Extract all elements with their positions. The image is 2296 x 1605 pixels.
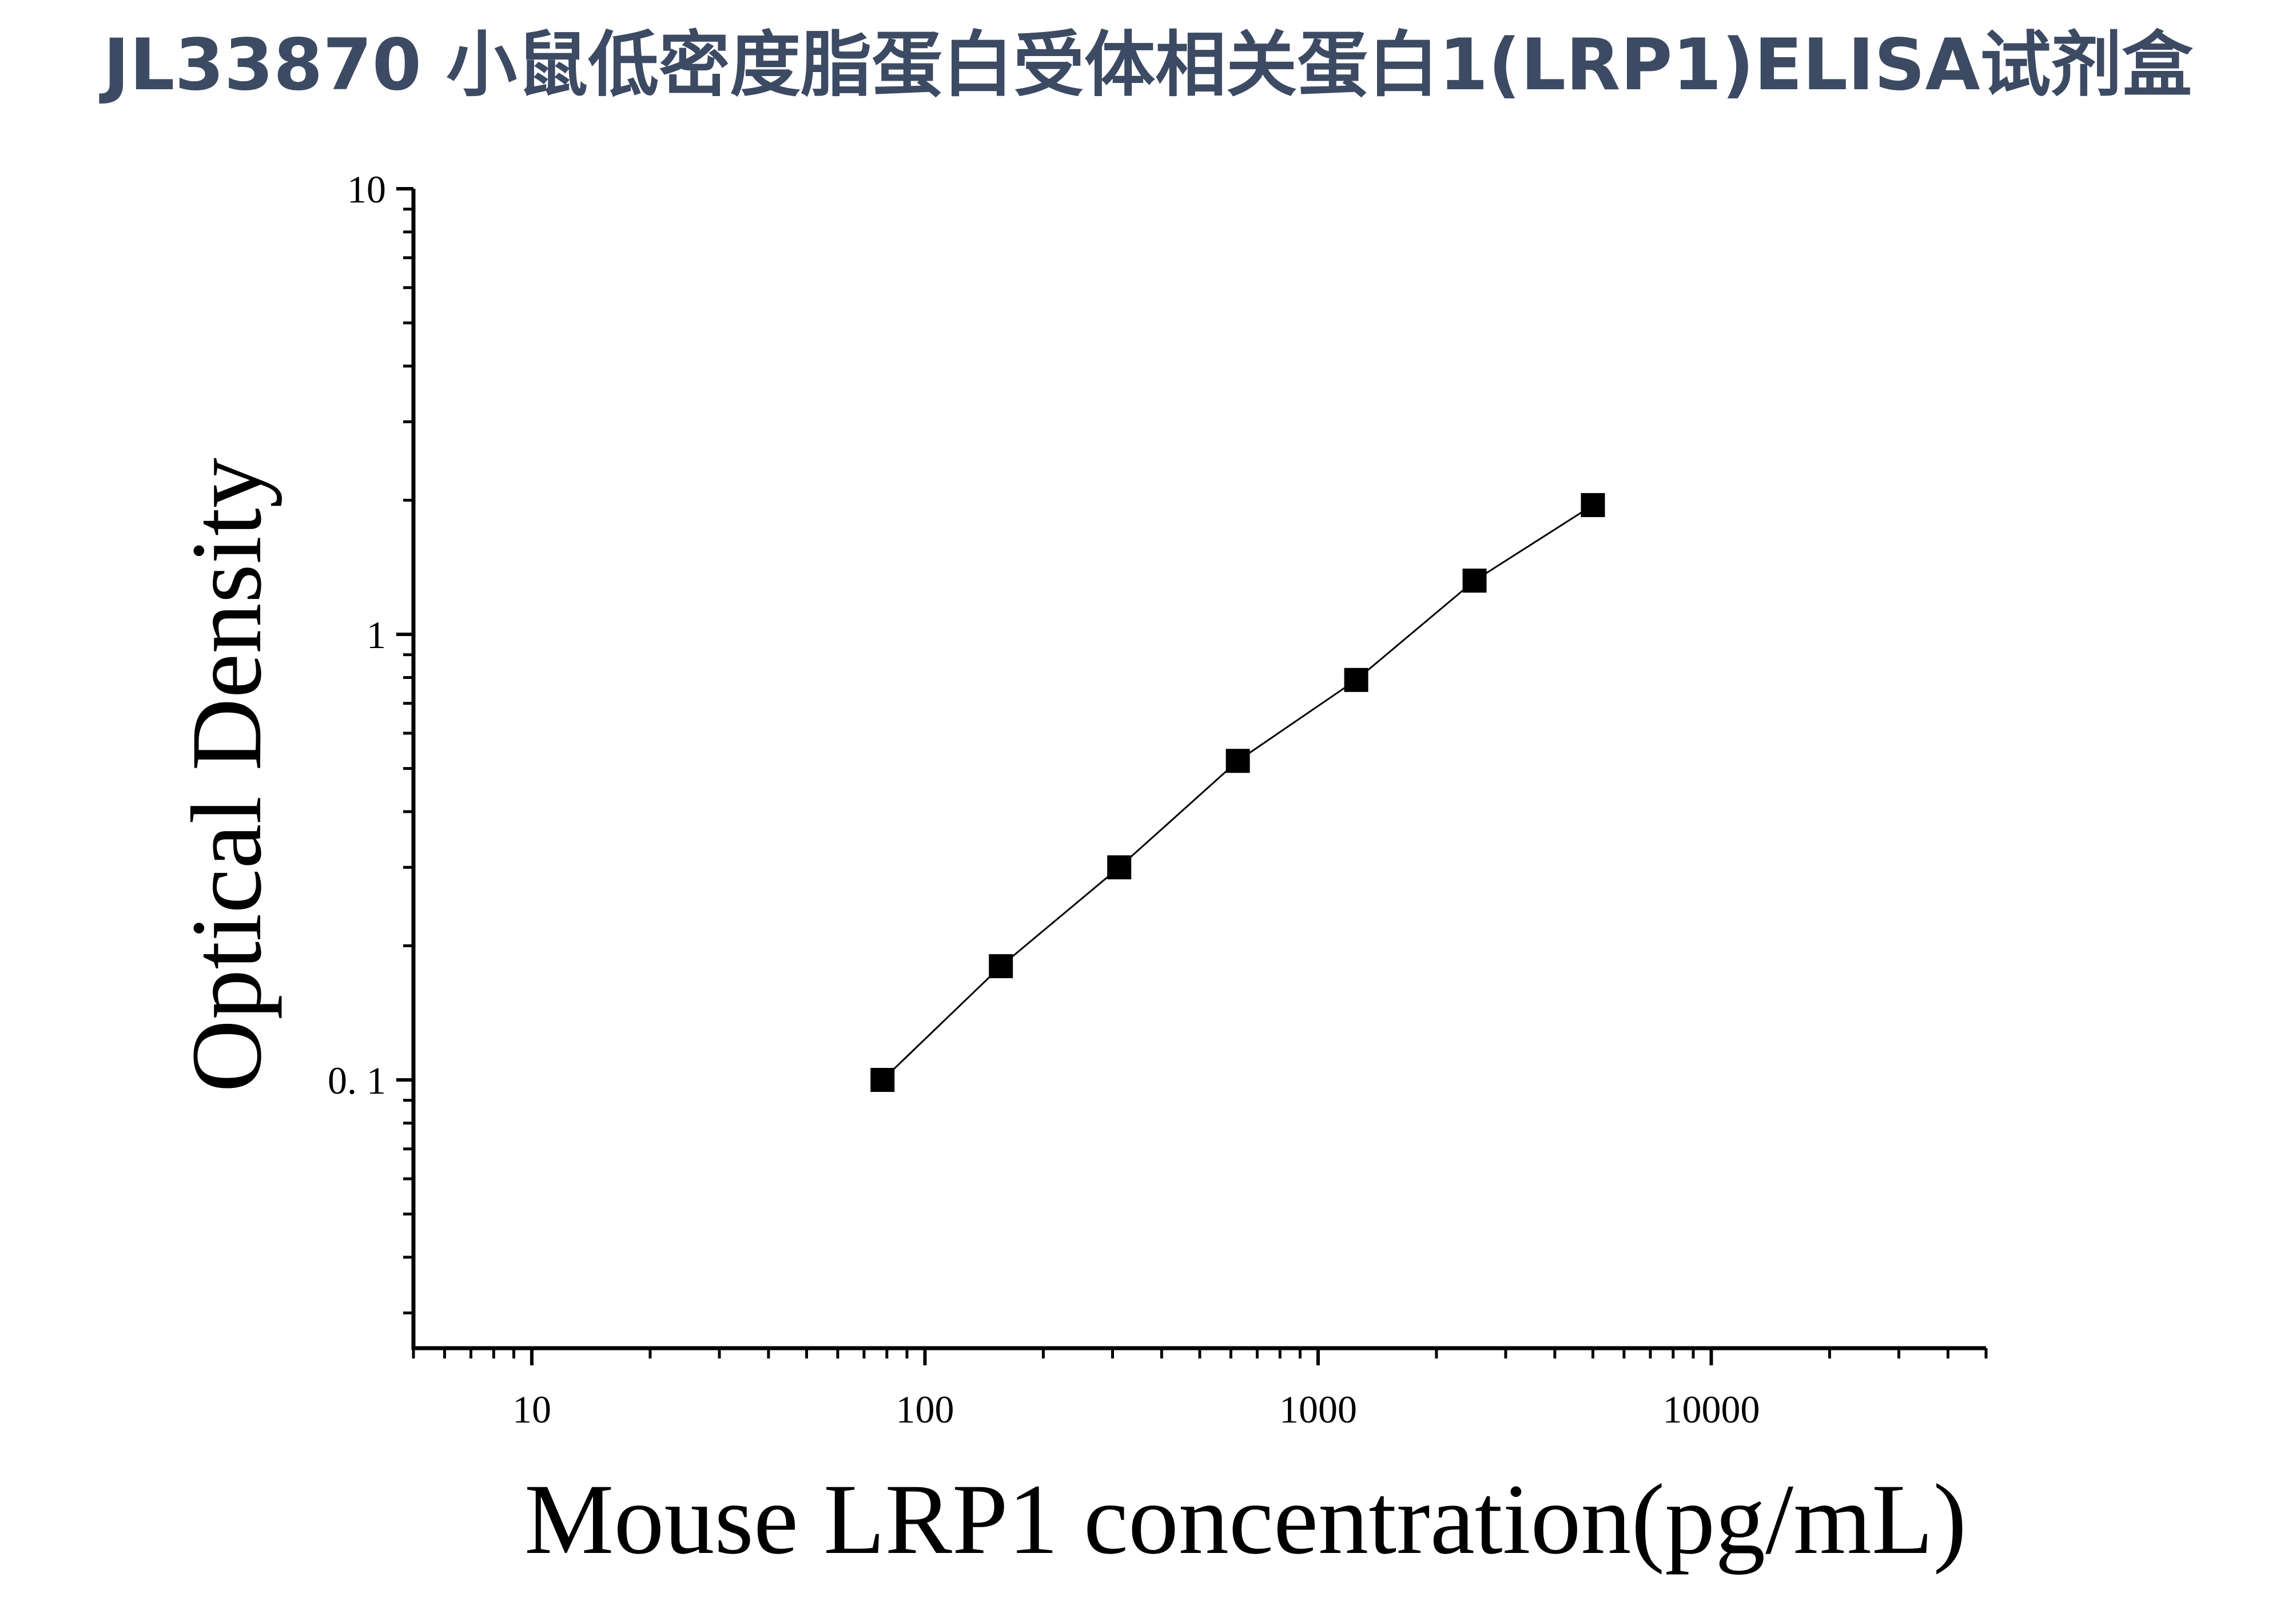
x-tick-label: 1000 [1279, 1388, 1357, 1431]
data-point [870, 1067, 895, 1092]
data-markers [870, 493, 1605, 1092]
x-tick-label: 10 [512, 1388, 551, 1431]
ticks [396, 187, 1988, 1365]
y-tick-label: 10 [347, 168, 386, 211]
data-point [1581, 493, 1605, 518]
x-tick-label: 100 [896, 1388, 954, 1431]
y-axis-label: Optical Density [171, 458, 282, 1092]
chart-title: JL33870 小鼠低密度脂蛋白受体相关蛋白1(LRP1)ELISA试剂盒 [103, 24, 2193, 106]
y-tick-label: 0. 1 [328, 1059, 386, 1102]
data-point [1107, 855, 1132, 880]
tick-labels: 10 100 1000 10000 0. 1 1 10 [328, 168, 1760, 1431]
data-point [1344, 668, 1368, 692]
axes [411, 189, 1986, 1350]
data-point [989, 954, 1013, 979]
data-point [1462, 569, 1487, 593]
y-tick-label: 1 [367, 613, 386, 657]
data-point [1225, 749, 1250, 773]
x-tick-label: 10000 [1662, 1388, 1760, 1431]
x-axis-label: Mouse LRP1 concentration(pg/mL) [524, 1464, 1967, 1575]
